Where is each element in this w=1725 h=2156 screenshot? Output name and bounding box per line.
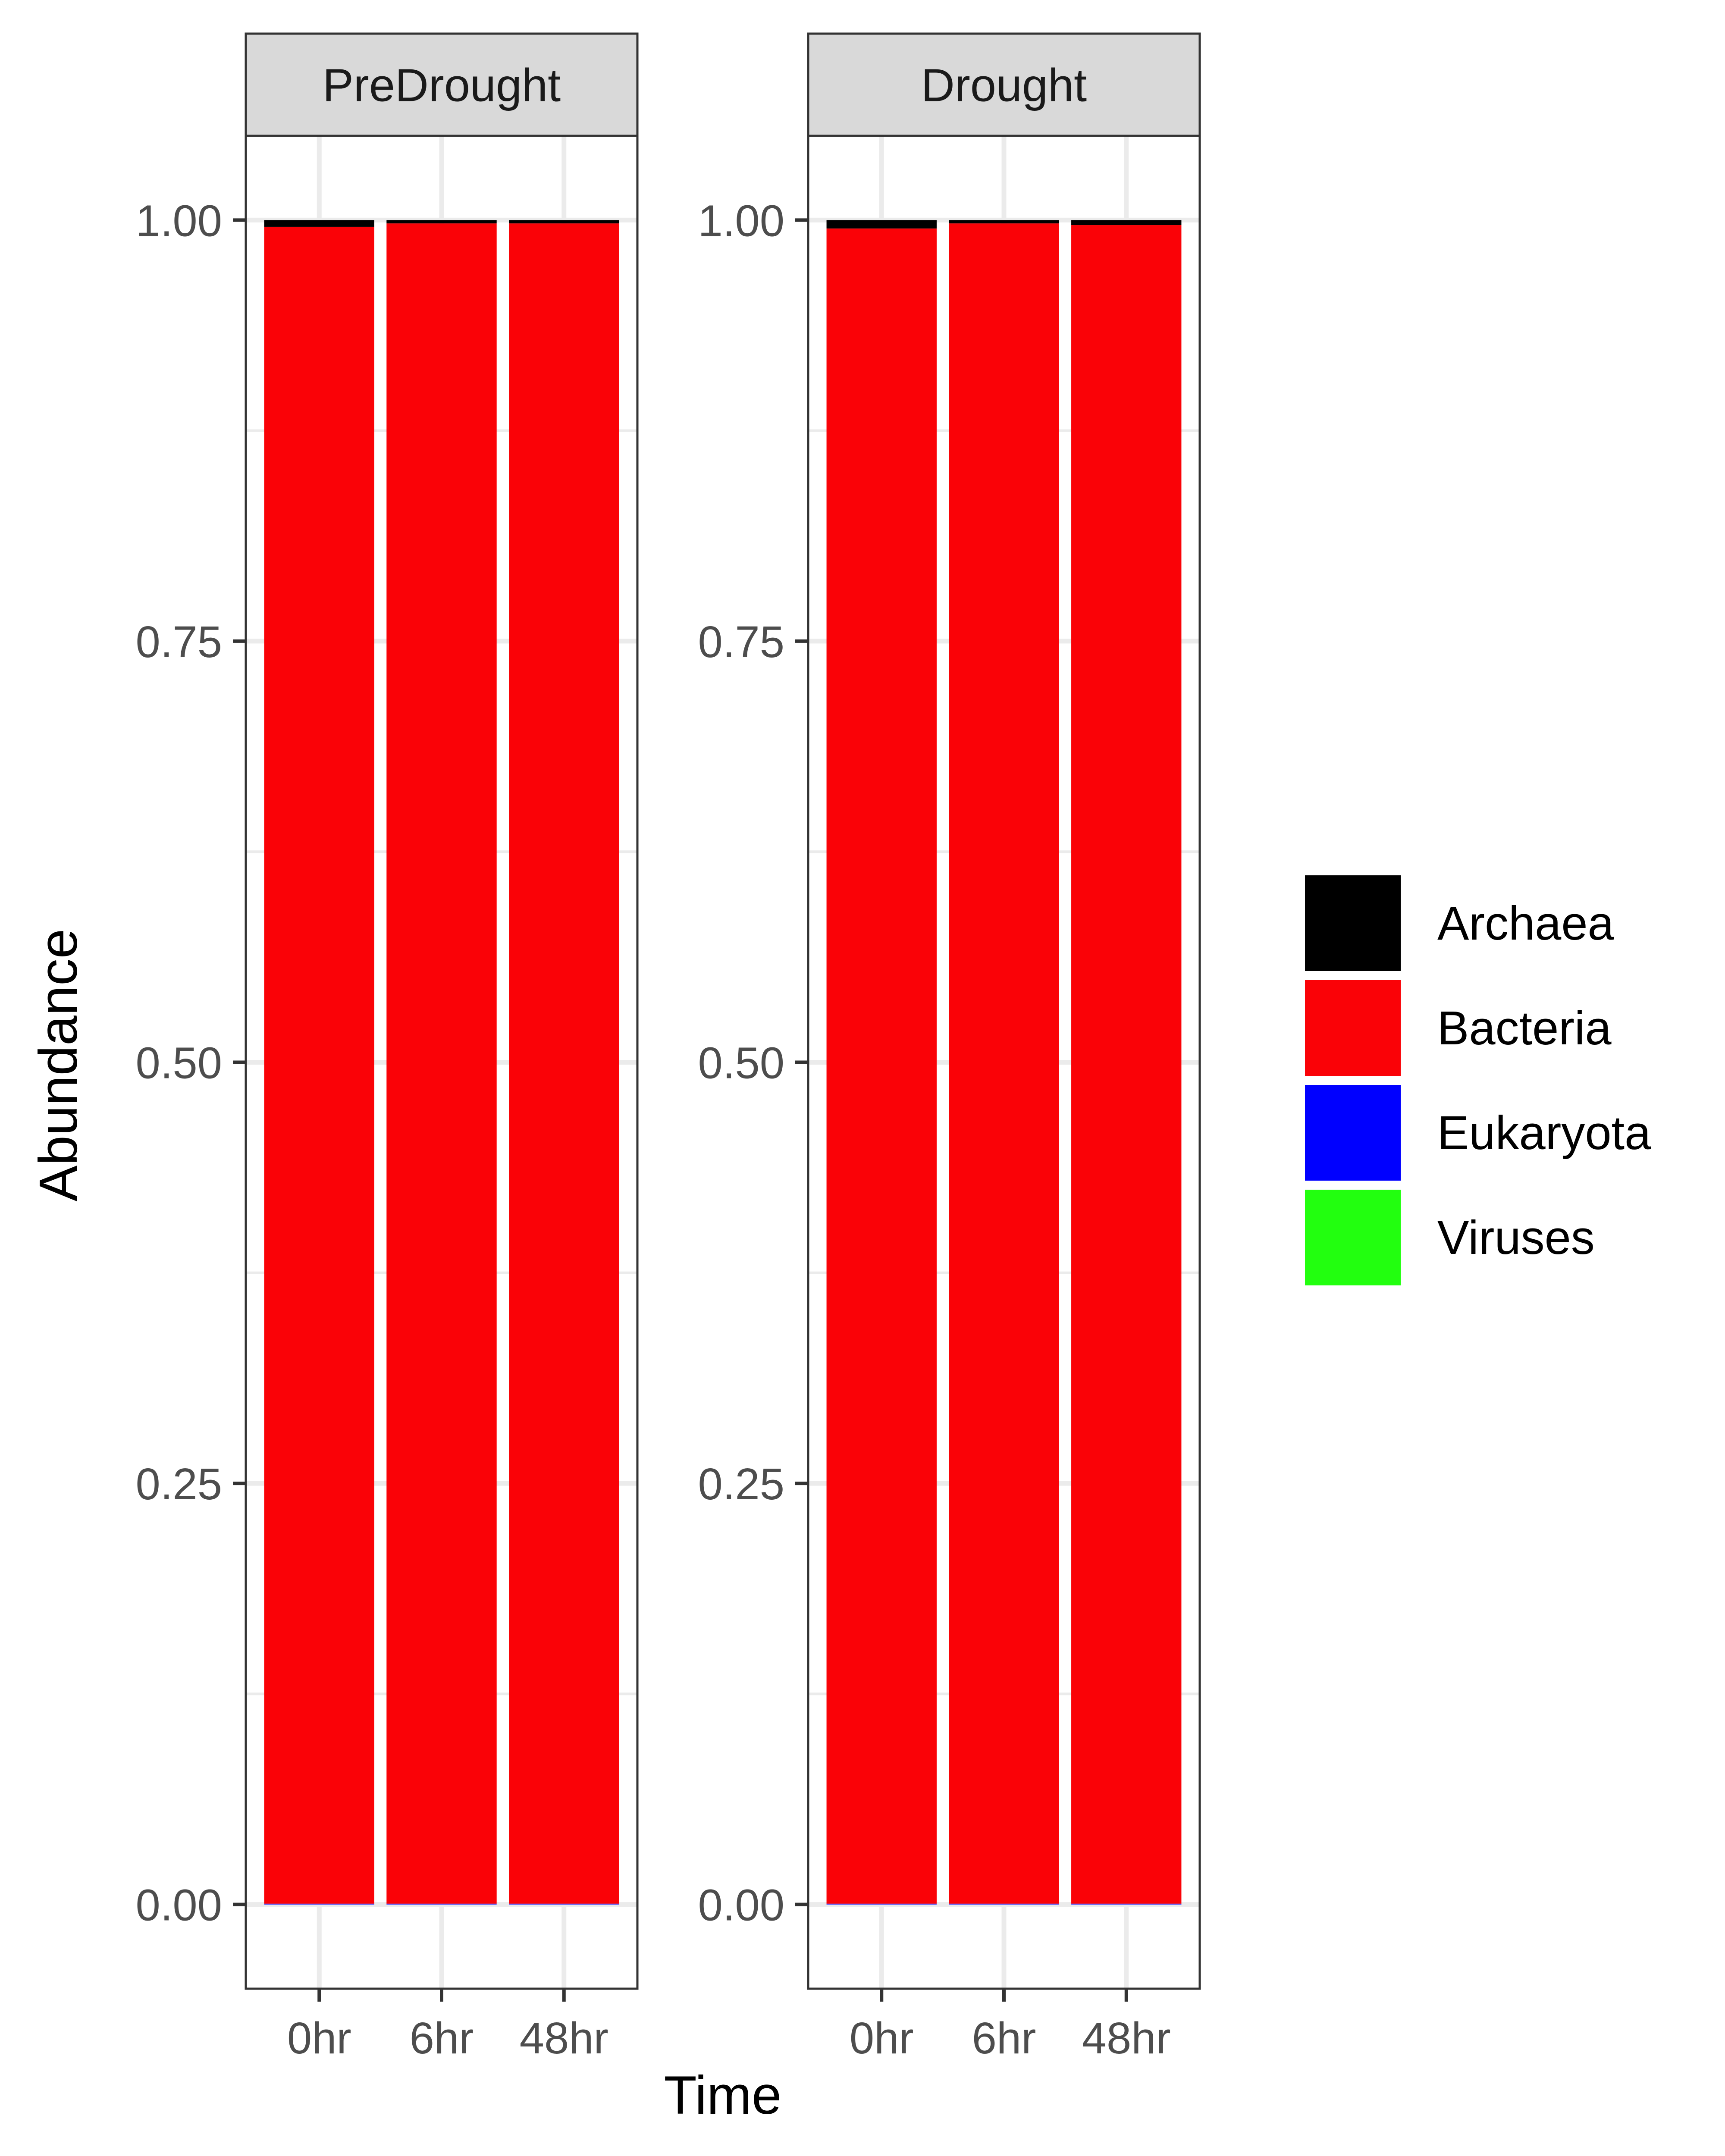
bar-eukaryota-0hr	[826, 1903, 937, 1905]
x-tick-label: 48hr	[520, 2013, 608, 2063]
bar-archaea-0hr	[826, 220, 937, 229]
y-tick-label: 0.50	[698, 1038, 784, 1088]
y-tick-label: 0.25	[698, 1459, 784, 1509]
legend-label-eukaryota: Eukaryota	[1437, 1106, 1651, 1159]
bar-bacteria-0hr	[264, 226, 374, 1904]
y-tick-label: 0.75	[698, 617, 784, 667]
legend-label-archaea: Archaea	[1437, 897, 1615, 950]
legend-key-bacteria	[1305, 980, 1401, 1076]
legend-label-viruses: Viruses	[1437, 1211, 1595, 1264]
legend-key-eukaryota	[1305, 1085, 1401, 1181]
y-tick-label: 0.00	[698, 1880, 784, 1930]
bar-eukaryota-48hr	[509, 1903, 619, 1905]
bar-bacteria-48hr	[1071, 225, 1182, 1904]
facet-panel-drought: Drought 0.00 0.25 0.50 0.75 1.00 0hr 6hr 48hr	[698, 32, 1201, 2063]
facet-strip	[807, 32, 1201, 137]
bar-bacteria-6hr	[386, 223, 497, 1904]
facet-panel-predrought: PreDrought 0.00 0.25 0.50 0.75 1.00 0hr 6hr 48hr	[136, 32, 639, 2063]
bar-archaea-48hr	[509, 220, 619, 224]
x-tick-label: 6hr	[972, 2013, 1036, 2063]
y-tick-label: 1.00	[698, 196, 784, 245]
bar-archaea-6hr	[949, 220, 1059, 224]
facet-strip-label: Drought	[921, 59, 1087, 111]
y-tick-label: 0.50	[136, 1038, 222, 1088]
bar-archaea-6hr	[386, 220, 497, 224]
x-tick-label: 6hr	[410, 2013, 474, 2063]
bar-eukaryota-48hr	[1071, 1903, 1182, 1905]
bar-bacteria-48hr	[509, 223, 619, 1904]
y-tick-label: 0.75	[136, 617, 222, 667]
bar-bacteria-0hr	[826, 228, 937, 1904]
x-axis-title: Time	[664, 2065, 781, 2125]
bar-eukaryota-6hr	[949, 1903, 1059, 1905]
facet-strip-label: PreDrought	[323, 59, 561, 111]
y-tick-label: 1.00	[136, 196, 222, 245]
bar-archaea-48hr	[1071, 220, 1182, 226]
facet-strip	[245, 32, 639, 137]
x-tick-label: 0hr	[850, 2013, 914, 2063]
facet-panels: PreDrought 0.00 0.25 0.50 0.75 1.00 0hr 6hr 48hr…	[136, 32, 1201, 2063]
bar-bacteria-6hr	[949, 223, 1059, 1904]
legend-key-archaea	[1305, 875, 1401, 971]
legend-key-viruses	[1305, 1190, 1401, 1285]
y-axis-title: Abundance	[28, 929, 88, 1202]
x-tick-label: 48hr	[1082, 2013, 1171, 2063]
bar-eukaryota-6hr	[386, 1903, 497, 1905]
x-tick-label: 0hr	[287, 2013, 351, 2063]
bar-eukaryota-0hr	[264, 1903, 374, 1905]
y-tick-label: 0.00	[136, 1880, 222, 1930]
y-tick-label: 0.25	[136, 1459, 222, 1509]
legend-label-bacteria: Bacteria	[1437, 1002, 1612, 1055]
legend: Archaea Bacteria Eukaryota Viruses	[1305, 875, 1651, 1285]
bar-archaea-0hr	[264, 220, 374, 227]
